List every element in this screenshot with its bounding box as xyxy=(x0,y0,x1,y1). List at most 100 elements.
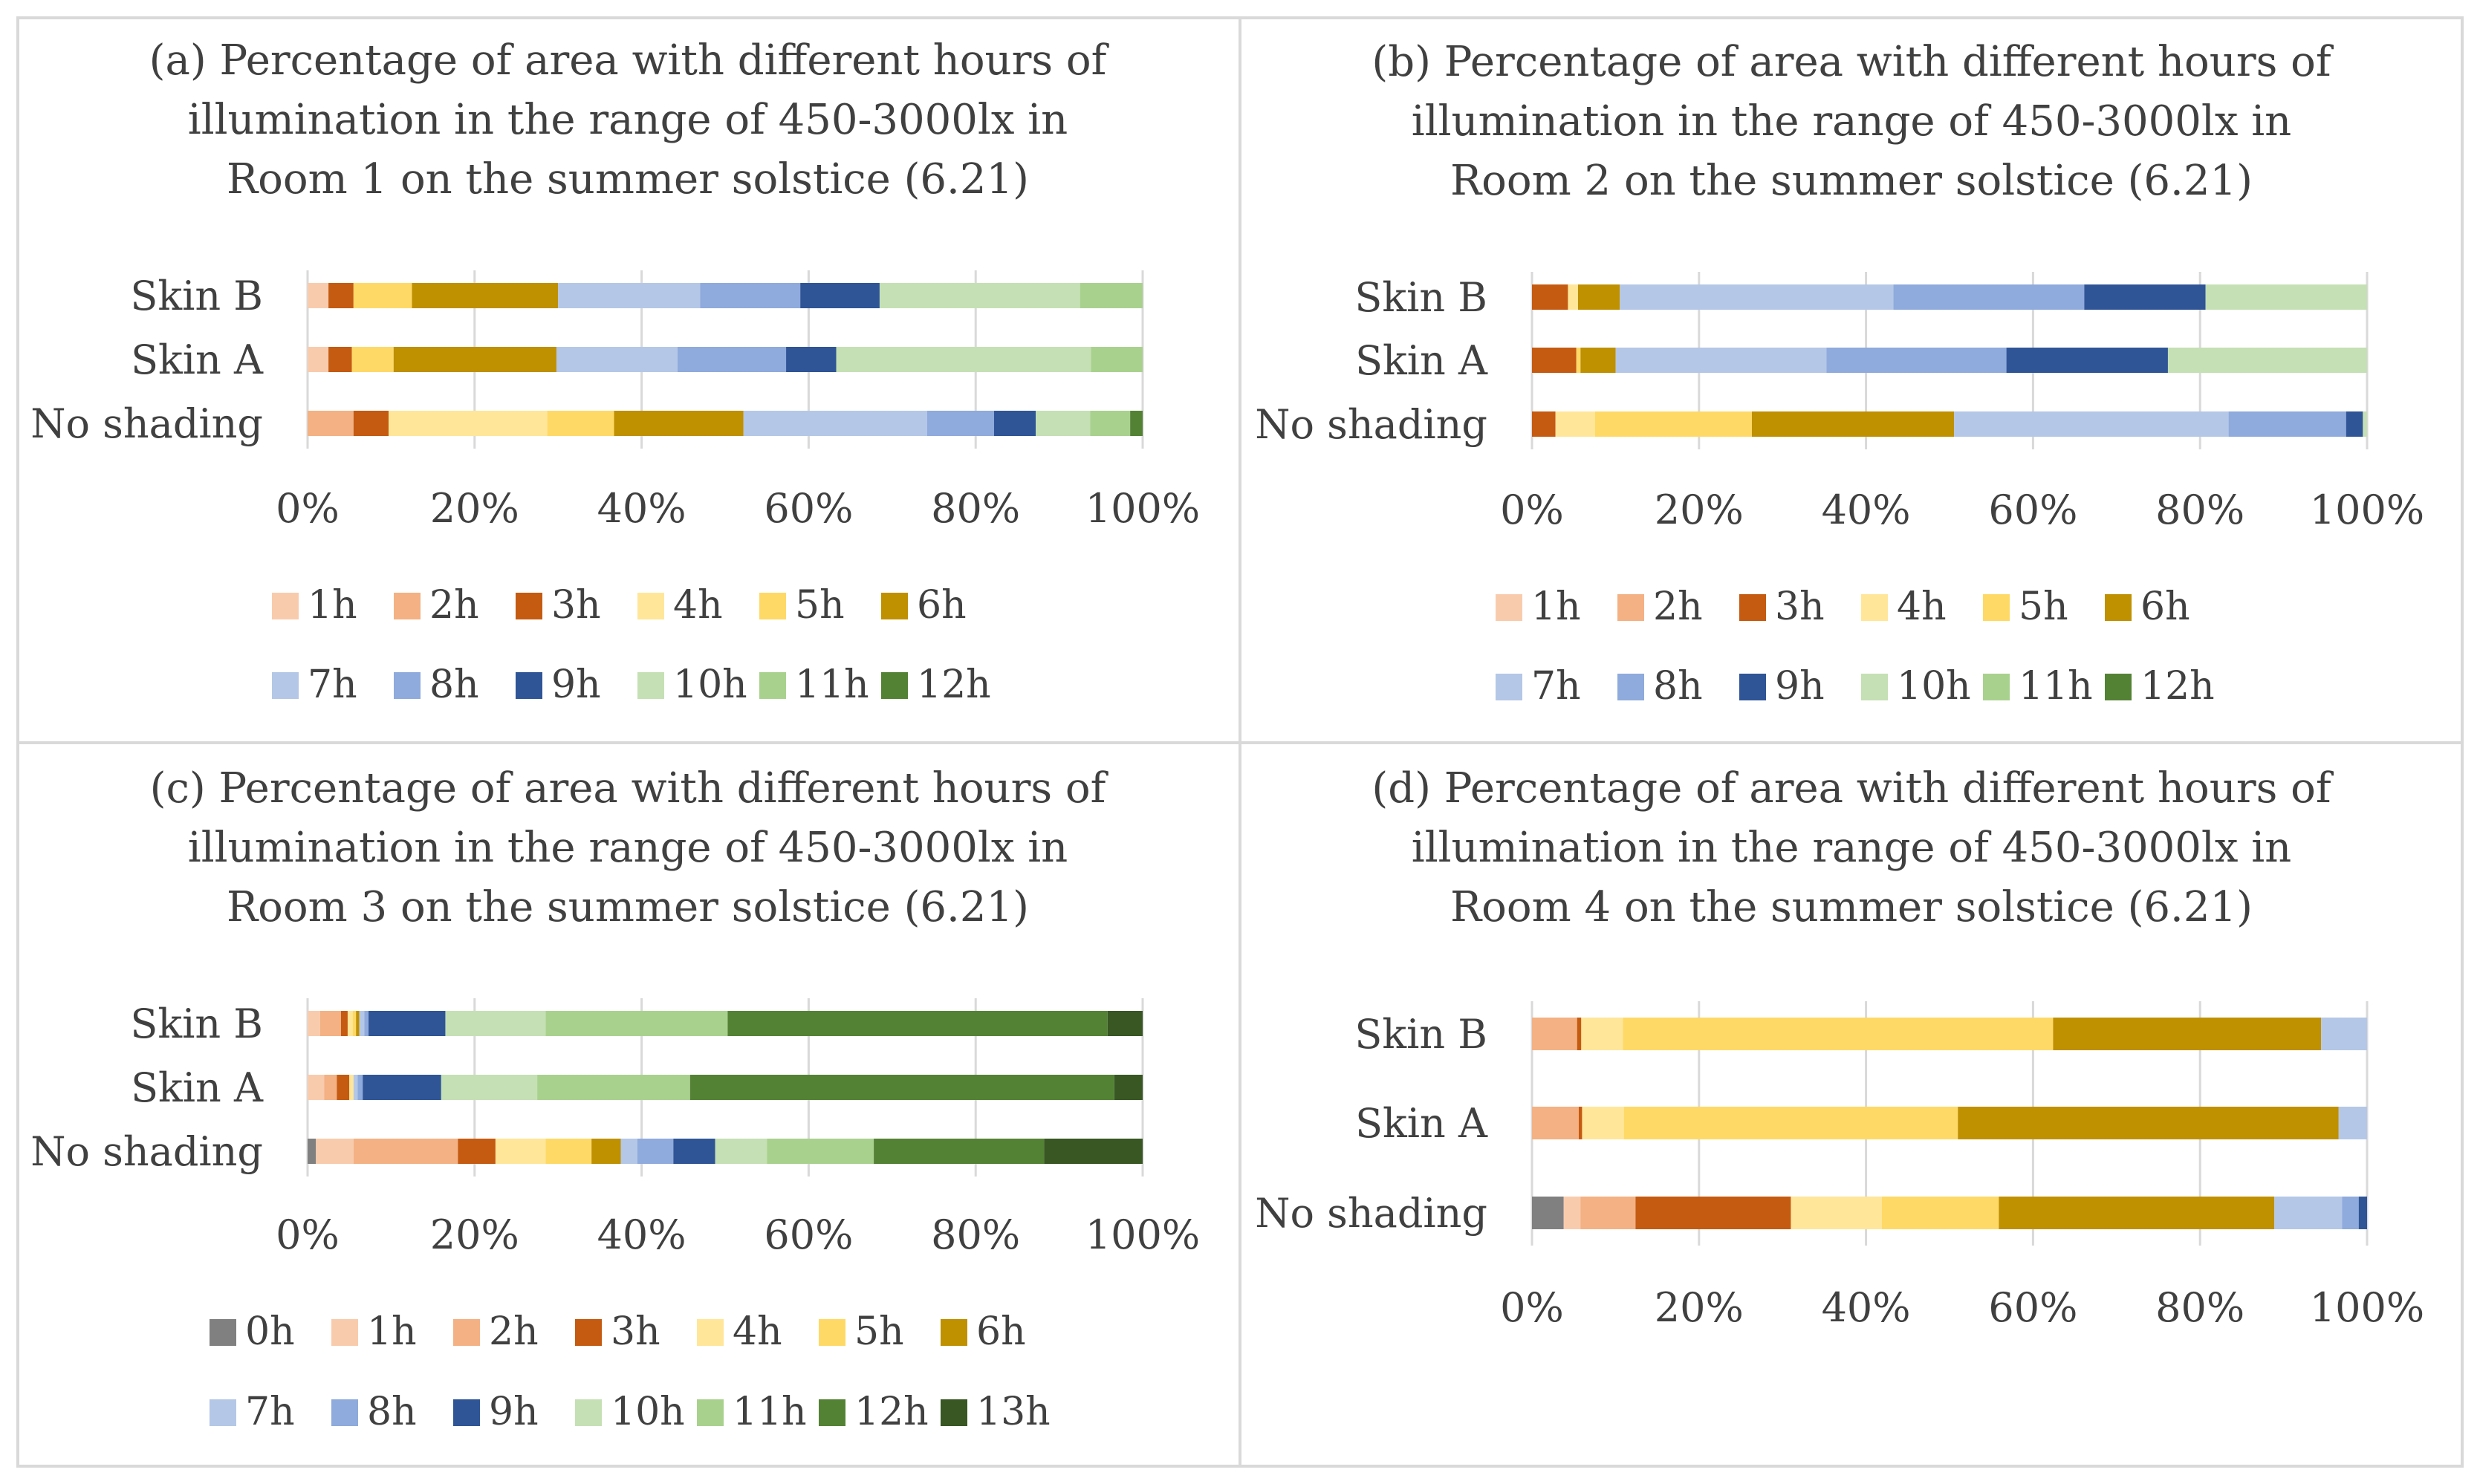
bar-segment-2h xyxy=(1580,1197,1636,1229)
bar-segment-4h xyxy=(1555,411,1595,437)
legend-swatch-13h xyxy=(941,1399,967,1426)
chart-title-line: Room 4 on the summer solstice (6.21) xyxy=(1450,883,2253,931)
bar-segment-5h xyxy=(1623,1107,1958,1139)
legend-swatch-6h xyxy=(2105,594,2132,621)
bar-segment-8h xyxy=(700,283,801,308)
bar-segment-10h xyxy=(445,1011,546,1036)
legend-swatch-12h xyxy=(2105,674,2132,700)
legend-label: 11h xyxy=(2019,664,2093,709)
category-label: Skin A xyxy=(1355,337,1488,384)
bar-segment-6h xyxy=(591,1139,621,1164)
legend-swatch-9h xyxy=(516,672,542,699)
category-label: No shading xyxy=(30,400,263,447)
category-label: No shading xyxy=(30,1128,263,1175)
bar-segment-6h xyxy=(356,1011,360,1036)
bar-segment-3h xyxy=(340,1011,348,1036)
chart-title-line: (d) Percentage of area with different ho… xyxy=(1372,764,2334,813)
bar-segment-5h xyxy=(1623,1018,2054,1050)
x-tick-label: 100% xyxy=(2310,486,2424,533)
bar-segment-9h xyxy=(369,1011,446,1036)
x-tick-label: 60% xyxy=(764,485,853,532)
bar-segment-12h xyxy=(1130,411,1143,436)
legend-swatch-1h xyxy=(1496,594,1522,621)
bar-segment-6h xyxy=(614,411,744,436)
bar-segment-10h xyxy=(2167,348,2367,373)
legend-label: 5h xyxy=(2019,585,2068,629)
bar-segment-3h xyxy=(1578,1107,1583,1139)
bar-segment-1h xyxy=(308,283,329,308)
bar-segment-0h xyxy=(308,1139,317,1164)
x-tick-label: 20% xyxy=(430,485,519,532)
bar-segment-3h xyxy=(1532,411,1556,437)
bar-segment-7h xyxy=(558,283,701,308)
bar-segment-5h xyxy=(1881,1197,1999,1229)
legend-swatch-1h xyxy=(331,1319,358,1346)
bar-segment-1h xyxy=(308,1075,325,1100)
bar-segment-6h xyxy=(1999,1197,2275,1229)
chart-panel-2: (c) Percentage of area with different ho… xyxy=(30,764,1200,1434)
legend-swatch-8h xyxy=(331,1399,358,1426)
legend-label: 3h xyxy=(611,1309,660,1354)
bar-segment-2h xyxy=(324,1075,337,1100)
x-tick-label: 80% xyxy=(931,1211,1020,1258)
x-tick-label: 60% xyxy=(764,1211,853,1258)
bar-segment-3h xyxy=(337,1075,350,1100)
chart-title-line: (b) Percentage of area with different ho… xyxy=(1372,38,2334,86)
x-tick-label: 40% xyxy=(597,485,686,532)
legend-swatch-4h xyxy=(1861,594,1888,621)
legend-swatch-4h xyxy=(637,593,664,619)
bar-segment-5h xyxy=(352,1011,357,1036)
legend-label: 3h xyxy=(551,583,601,628)
legend-label: 6h xyxy=(917,583,967,628)
legend-swatch-12h xyxy=(819,1399,845,1426)
bar-segment-7h xyxy=(556,347,678,372)
legend-label: 4h xyxy=(1897,585,1947,629)
x-tick-label: 80% xyxy=(2155,486,2244,533)
bar-segment-7h xyxy=(743,411,928,436)
bar-segment-9h xyxy=(363,1075,441,1100)
bar-segment-10h xyxy=(441,1075,538,1100)
bar-segment-6h xyxy=(393,347,556,372)
chart-title-line: (c) Percentage of area with different ho… xyxy=(150,764,1109,813)
bar-segment-4h xyxy=(495,1139,546,1164)
chart-title-line: illumination in the range of 450-3000lx … xyxy=(188,96,1068,144)
legend-swatch-10h xyxy=(1861,674,1888,700)
bar-segment-3h xyxy=(458,1139,496,1164)
bar-segment-2h xyxy=(319,1011,341,1036)
legend-label: 9h xyxy=(551,663,601,707)
bar-segment-10h xyxy=(2363,411,2367,437)
bar-segment-8h xyxy=(677,347,787,372)
legend-label: 9h xyxy=(489,1390,539,1434)
legend-label: 0h xyxy=(245,1309,295,1354)
legend-swatch-8h xyxy=(1617,674,1644,700)
x-tick-label: 20% xyxy=(1655,486,1744,533)
legend-label: 7h xyxy=(1531,664,1581,709)
bar-segment-9h xyxy=(2358,1197,2367,1229)
legend-swatch-11h xyxy=(1983,674,2010,700)
bar-segment-7h xyxy=(1954,411,2229,437)
bar-segment-3h xyxy=(328,347,352,372)
bar-segment-7h xyxy=(1620,284,1894,310)
x-tick-label: 20% xyxy=(430,1211,519,1258)
legend-label: 10h xyxy=(673,663,747,707)
x-tick-label: 100% xyxy=(1085,485,1200,532)
legend-label: 2h xyxy=(1653,585,1703,629)
x-tick-label: 80% xyxy=(931,485,1020,532)
bar-segment-8h xyxy=(927,411,994,436)
legend-swatch-9h xyxy=(1739,674,1766,700)
legend-label: 4h xyxy=(673,583,723,628)
bar-segment-3h xyxy=(328,283,354,308)
bar-segment-8h xyxy=(1893,284,2085,310)
bar-segment-0h xyxy=(1532,1197,1564,1229)
bar-segment-6h xyxy=(1580,348,1616,373)
legend-label: 8h xyxy=(429,663,479,707)
bar-segment-11h xyxy=(1090,411,1131,436)
legend-label: 1h xyxy=(1531,585,1581,629)
bar-segment-3h xyxy=(1635,1197,1791,1229)
chart-title-line: Room 2 on the summer solstice (6.21) xyxy=(1450,157,2253,205)
bar-segment-10h xyxy=(2205,284,2367,310)
legend-label: 7h xyxy=(308,663,357,707)
bar-segment-11h xyxy=(545,1011,728,1036)
bar-segment-13h xyxy=(1044,1139,1143,1164)
bar-segment-7h xyxy=(2321,1018,2367,1050)
